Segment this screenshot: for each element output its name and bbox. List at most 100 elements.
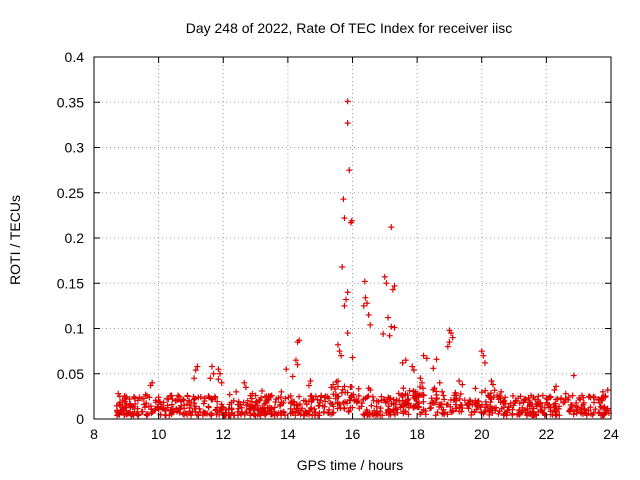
data-point [210, 370, 217, 377]
data-point [123, 407, 130, 414]
data-point [235, 405, 242, 412]
data-point [490, 381, 497, 388]
data-point [201, 395, 208, 402]
data-point [539, 392, 546, 399]
data-point [402, 357, 409, 364]
data-point [341, 383, 348, 390]
data-point [458, 408, 465, 415]
data-point [321, 394, 328, 401]
data-point [293, 401, 300, 408]
data-point [337, 404, 344, 411]
data-point [339, 263, 346, 270]
data-point [344, 289, 351, 296]
data-point [141, 404, 148, 411]
data-point [509, 392, 516, 399]
data-point [356, 405, 363, 412]
data-point [440, 392, 447, 399]
data-point [259, 387, 266, 394]
data-point [344, 98, 351, 105]
data-point [464, 402, 471, 409]
data-point [152, 399, 159, 406]
data-point [480, 352, 487, 359]
data-point [116, 393, 123, 400]
y-tick-label: 0.15 [57, 275, 84, 291]
data-point [439, 388, 446, 395]
data-point [428, 395, 435, 402]
data-point [200, 400, 207, 407]
data-point [578, 392, 585, 399]
data-point [500, 399, 507, 406]
data-point [341, 302, 348, 309]
y-tick-label: 0 [76, 411, 84, 427]
data-point [488, 377, 495, 384]
data-point [204, 410, 211, 417]
data-point [362, 294, 369, 301]
data-point [143, 400, 150, 407]
data-point [192, 367, 199, 374]
data-point [264, 405, 271, 412]
data-point [249, 390, 256, 397]
data-point [166, 412, 173, 419]
data-point [432, 399, 439, 406]
data-point [282, 395, 289, 402]
data-point [512, 398, 519, 405]
data-point [406, 387, 413, 394]
data-point [340, 196, 347, 203]
data-point [173, 405, 180, 412]
data-point [456, 395, 463, 402]
data-point [262, 393, 269, 400]
data-point [444, 343, 451, 350]
data-point [296, 393, 303, 400]
data-point [263, 397, 270, 404]
data-point [389, 286, 396, 293]
data-point [458, 402, 465, 409]
data-point [488, 390, 495, 397]
x-tick-label: 10 [151, 426, 167, 442]
data-point [268, 411, 275, 418]
data-point [274, 411, 281, 418]
data-point [144, 392, 151, 399]
x-tick-label: 14 [280, 426, 296, 442]
y-tick-label: 0.1 [65, 321, 85, 337]
data-point [380, 396, 387, 403]
data-point [402, 409, 409, 416]
data-point [581, 409, 588, 416]
data-point [341, 215, 348, 222]
data-point [402, 390, 409, 397]
data-point [308, 398, 315, 405]
data-point [388, 224, 395, 231]
data-point [446, 339, 453, 346]
data-point [305, 382, 312, 389]
data-point [386, 409, 393, 416]
data-point [410, 367, 417, 374]
data-point [250, 404, 257, 411]
data-point [574, 404, 581, 411]
data-point [369, 411, 376, 418]
data-point [544, 396, 551, 403]
data-point [334, 399, 341, 406]
data-point [400, 385, 407, 392]
data-point [441, 396, 448, 403]
data-point [178, 402, 185, 409]
data-point [145, 403, 152, 410]
data-point [562, 390, 569, 397]
data-point [360, 396, 367, 403]
data-point [330, 381, 337, 388]
x-tick-label: 12 [215, 426, 231, 442]
data-point [600, 405, 607, 412]
data-point [294, 402, 301, 409]
data-point [307, 393, 314, 400]
data-point [205, 403, 212, 410]
data-point [538, 407, 545, 414]
data-point [509, 410, 516, 417]
data-point [252, 392, 259, 399]
data-point [448, 409, 455, 416]
data-point [539, 409, 546, 416]
data-point [377, 412, 384, 419]
data-point [343, 296, 350, 303]
data-point [212, 394, 219, 401]
data-point [168, 401, 175, 408]
data-point [225, 411, 232, 418]
data-point [334, 383, 341, 390]
data-point [491, 387, 498, 394]
